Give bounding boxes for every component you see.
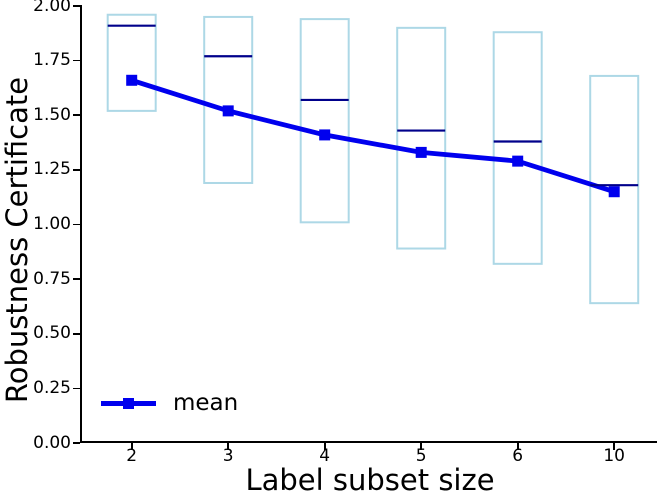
y-tick-mark bbox=[72, 5, 80, 7]
x-tick-mark bbox=[516, 442, 519, 450]
mean-point-marker bbox=[512, 155, 524, 167]
y-tick-label: 0.00 bbox=[33, 432, 71, 453]
x-tick-mark bbox=[130, 442, 133, 450]
x-tick-mark bbox=[323, 442, 326, 450]
x-tick-label: 3 bbox=[222, 446, 234, 466]
y-tick-mark bbox=[72, 278, 80, 280]
y-tick-mark bbox=[72, 59, 80, 62]
range-box bbox=[299, 18, 350, 224]
mean-point-marker bbox=[415, 146, 427, 158]
x-tick-label: 5 bbox=[415, 446, 427, 466]
mean-square-marker-icon bbox=[122, 397, 135, 410]
legend-label-mean: mean bbox=[173, 390, 239, 416]
mean-point-marker bbox=[319, 129, 331, 141]
x-tick-label: 2 bbox=[126, 446, 138, 466]
range-box bbox=[203, 15, 254, 184]
y-tick-mark bbox=[72, 114, 80, 117]
x-tick-mark bbox=[613, 442, 616, 450]
chart-canvas bbox=[106, 13, 640, 305]
y-axis-spine bbox=[80, 5, 83, 443]
range-box bbox=[589, 74, 640, 305]
y-tick-mark bbox=[72, 332, 80, 335]
y-tick-label: 0.25 bbox=[33, 377, 71, 398]
y-tick-mark bbox=[72, 442, 80, 444]
x-axis-title: Label subset size bbox=[245, 463, 495, 497]
mean-line bbox=[130, 78, 615, 195]
mean-line-swatch bbox=[101, 397, 156, 410]
y-tick-label: 2.00 bbox=[33, 0, 71, 16]
y-tick-label: 1.50 bbox=[33, 104, 71, 125]
legend: mean bbox=[101, 390, 238, 417]
x-tick-mark bbox=[420, 442, 423, 450]
range-box bbox=[106, 13, 157, 112]
range-box bbox=[396, 26, 447, 250]
y-tick-mark bbox=[72, 387, 80, 390]
y-tick-label: 0.50 bbox=[33, 323, 71, 344]
y-tick-label: 1.75 bbox=[33, 50, 71, 71]
y-tick-label: 1.25 bbox=[33, 159, 71, 180]
mean-point-marker bbox=[222, 105, 234, 117]
x-tick-label: 10 bbox=[603, 446, 625, 466]
y-tick-mark bbox=[72, 169, 80, 171]
y-tick-mark bbox=[72, 223, 80, 226]
mean-point-marker bbox=[126, 74, 138, 86]
mean-point-marker bbox=[608, 186, 620, 198]
x-tick-label: 6 bbox=[512, 446, 524, 466]
y-tick-label: 0.75 bbox=[33, 268, 71, 289]
x-tick-label: 4 bbox=[319, 446, 331, 466]
x-axis-spine bbox=[80, 441, 658, 444]
y-tick-label: 1.00 bbox=[33, 214, 71, 234]
range-box bbox=[492, 31, 543, 265]
x-tick-mark bbox=[227, 442, 230, 450]
